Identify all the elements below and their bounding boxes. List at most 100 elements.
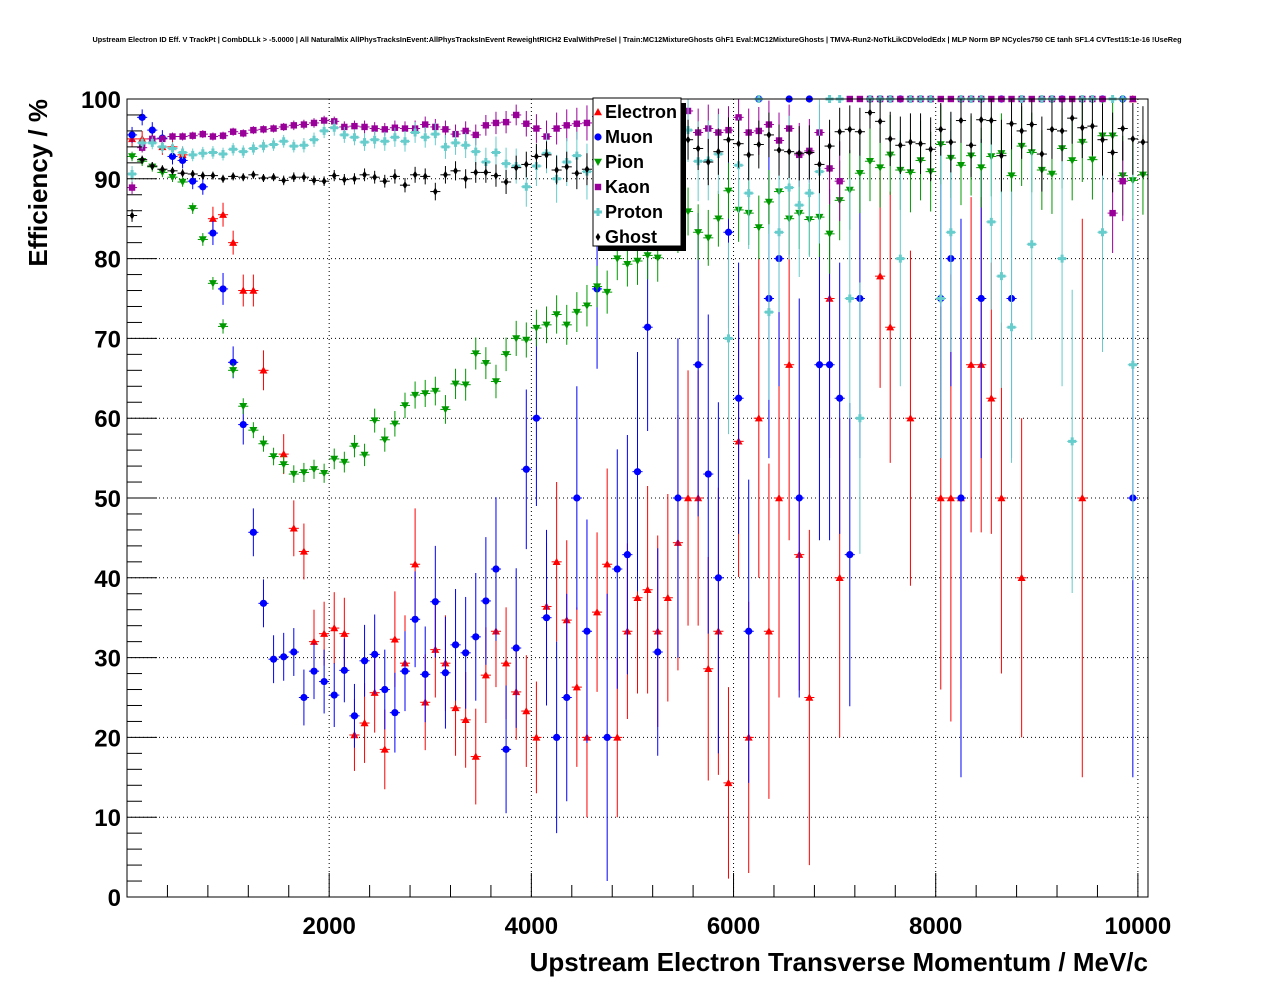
pion-point bbox=[310, 466, 319, 474]
proton-point bbox=[138, 138, 147, 147]
ghost-point bbox=[1009, 119, 1014, 128]
kaon-point bbox=[128, 184, 136, 191]
proton-point bbox=[279, 137, 288, 146]
ghost-point bbox=[938, 125, 944, 134]
ghost-point bbox=[190, 170, 196, 179]
proton-point bbox=[188, 150, 197, 159]
ghost-point bbox=[250, 170, 256, 179]
ghost-point bbox=[1079, 123, 1085, 132]
ghost-point bbox=[422, 172, 428, 181]
pion-point bbox=[431, 387, 440, 396]
muon-point bbox=[512, 644, 520, 652]
y-tick-label: 20 bbox=[94, 725, 121, 752]
ghost-point bbox=[220, 174, 226, 183]
ghost-point bbox=[564, 162, 570, 171]
proton-point bbox=[451, 138, 460, 147]
proton-point bbox=[785, 183, 794, 192]
pion-point bbox=[522, 336, 531, 344]
electron-point bbox=[613, 733, 622, 741]
ghost-point bbox=[887, 134, 893, 143]
axes: 2000 4000 6000 8000 10000 0 10 20 30 40 50 60 70 80 90… bbox=[81, 87, 1171, 940]
electron-point bbox=[461, 715, 470, 724]
ghost-point bbox=[493, 171, 499, 180]
pion-point bbox=[198, 236, 207, 244]
pion-point bbox=[289, 470, 298, 479]
proton-point bbox=[148, 138, 157, 147]
proton-point bbox=[411, 128, 420, 137]
muon-point bbox=[320, 677, 328, 686]
muon-point bbox=[553, 733, 561, 742]
kaon-point bbox=[492, 119, 500, 127]
kaon-point bbox=[563, 122, 570, 129]
muon-point bbox=[391, 709, 399, 717]
ghost-point bbox=[1059, 126, 1065, 135]
ghost-point bbox=[715, 147, 721, 156]
chart-title: Upstream Electron ID Eff. V TrackPt | Co… bbox=[92, 35, 1181, 44]
proton-point bbox=[239, 147, 248, 156]
ghost-point bbox=[362, 170, 367, 179]
ghost-point bbox=[321, 177, 327, 186]
muon-point bbox=[532, 414, 541, 422]
legend-label-muon: Muon bbox=[605, 127, 653, 147]
y-tick-label: 70 bbox=[94, 326, 121, 353]
electron-point bbox=[320, 629, 329, 637]
muon-point bbox=[138, 113, 146, 121]
muon-point bbox=[977, 294, 985, 303]
muon-point bbox=[704, 470, 712, 478]
muon-point bbox=[825, 361, 834, 369]
ghost-point bbox=[230, 172, 236, 181]
electron-point bbox=[805, 693, 814, 701]
electron-point bbox=[876, 272, 885, 280]
ghost-point bbox=[352, 174, 357, 183]
electron-point bbox=[279, 450, 288, 458]
ghost-point bbox=[817, 160, 822, 169]
electron-point bbox=[451, 703, 460, 712]
electron-point bbox=[502, 659, 511, 667]
muon-point bbox=[836, 394, 844, 402]
proton-point bbox=[229, 145, 238, 154]
x-tick-label: 6000 bbox=[707, 913, 760, 940]
ghost-point bbox=[372, 173, 378, 182]
electron-point bbox=[522, 707, 531, 715]
y-tick-label: 30 bbox=[94, 646, 121, 673]
pion-point bbox=[451, 380, 460, 388]
ghost-point bbox=[301, 173, 307, 182]
pion-point bbox=[390, 420, 399, 428]
pion-point bbox=[704, 234, 713, 242]
proton-point bbox=[946, 228, 955, 237]
proton-point bbox=[522, 182, 531, 191]
proton-point bbox=[320, 126, 329, 135]
ghost-point bbox=[695, 144, 701, 153]
pion-point bbox=[684, 208, 693, 216]
proton-point bbox=[775, 228, 784, 237]
ghost-point bbox=[948, 138, 954, 147]
legend-box bbox=[592, 97, 682, 247]
muon-point bbox=[290, 648, 298, 656]
muon-point bbox=[219, 285, 227, 293]
pion-point bbox=[1047, 170, 1056, 179]
proton-point bbox=[431, 130, 440, 139]
electron-point bbox=[411, 560, 420, 568]
ghost-point bbox=[786, 147, 792, 156]
electron-point bbox=[724, 778, 733, 787]
y-tick-label: 80 bbox=[94, 247, 121, 274]
ghost-point bbox=[978, 115, 984, 124]
muon-point bbox=[441, 669, 450, 677]
legend-marker-ghost bbox=[595, 233, 601, 241]
y-tick-label: 40 bbox=[94, 566, 121, 593]
proton-point bbox=[896, 254, 905, 263]
muon-point bbox=[340, 666, 348, 674]
kaon-point bbox=[351, 122, 358, 130]
kaon-point bbox=[209, 133, 217, 140]
proton-point bbox=[289, 142, 298, 151]
kaon-point bbox=[300, 121, 308, 128]
kaon-point bbox=[290, 122, 297, 129]
pion-point bbox=[502, 351, 511, 359]
muon-point bbox=[411, 615, 419, 623]
electron-point bbox=[967, 360, 976, 368]
ghost-point bbox=[908, 138, 913, 147]
muon-point bbox=[401, 667, 409, 675]
x-axis-label: Upstream Electron Transverse Momentum / … bbox=[530, 947, 1148, 977]
electron-point bbox=[249, 286, 258, 294]
electron-point bbox=[684, 494, 693, 502]
